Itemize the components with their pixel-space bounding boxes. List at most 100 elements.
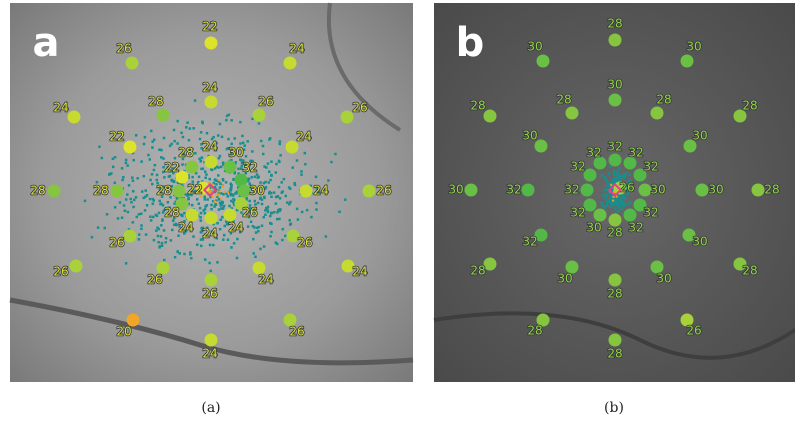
- fixation-point: [208, 189, 211, 192]
- fixation-point: [251, 224, 255, 228]
- fixation-point: [255, 226, 259, 230]
- fixation-point: [172, 171, 175, 175]
- stimulus-dot: [608, 273, 622, 287]
- fixation-point: [98, 145, 101, 149]
- fixation-point: [206, 226, 209, 229]
- vessel: [326, 2, 402, 132]
- fixation-point: [136, 177, 139, 180]
- fixation-point: [622, 176, 626, 179]
- fixation-point: [209, 269, 213, 273]
- fixation-point: [190, 193, 193, 197]
- fixation-point: [304, 162, 307, 166]
- fixation-point: [142, 196, 146, 200]
- fixation-point: [156, 181, 159, 185]
- fixation-point: [218, 154, 222, 158]
- fixation-point: [605, 193, 609, 197]
- sensitivity-label: 24: [202, 140, 217, 154]
- fixation-point: [256, 201, 260, 205]
- fixation-point: [162, 209, 166, 212]
- fixation-point: [182, 152, 186, 156]
- fixation-point: [233, 137, 236, 140]
- fixation-point: [140, 160, 143, 163]
- fixation-point: [614, 197, 617, 200]
- stimulus-dot: [341, 259, 355, 273]
- fixation-point: [208, 261, 211, 265]
- fixation-point: [612, 191, 615, 194]
- fixation-point: [180, 131, 183, 135]
- fixation-point: [216, 134, 220, 137]
- stimulus-dot: [185, 208, 199, 222]
- sensitivity-label: 26: [147, 273, 162, 287]
- fixation-point: [228, 204, 231, 208]
- fixation-point: [618, 204, 622, 208]
- fixation-point: [229, 154, 232, 158]
- fixation-point: [158, 245, 162, 248]
- fixation-point: [178, 252, 181, 255]
- fixation-point: [177, 234, 180, 237]
- fixation-point: [314, 175, 318, 179]
- fixation-point: [266, 205, 270, 209]
- sensitivity-label: 28: [470, 99, 485, 113]
- fixation-point: [270, 195, 273, 199]
- fixation-point: [605, 203, 609, 207]
- fixation-point: [113, 181, 117, 185]
- fixation-point: [248, 199, 251, 203]
- fixation-point: [610, 197, 613, 200]
- fixation-point: [315, 201, 318, 205]
- stimulus-dot: [340, 110, 354, 124]
- sensitivity-label: 28: [742, 264, 757, 278]
- fixation-point: [148, 197, 152, 201]
- fixation-target: [202, 182, 218, 198]
- sensitivity-label: 30: [448, 183, 463, 197]
- fixation-point: [180, 221, 184, 224]
- fixation-point: [151, 182, 154, 186]
- fixation-point: [249, 159, 252, 163]
- vessel: [9, 297, 414, 366]
- fixation-point: [184, 230, 188, 233]
- fixation-point: [170, 179, 174, 182]
- fixation-point: [120, 167, 124, 170]
- fixation-point: [214, 148, 218, 152]
- fixation-point: [170, 184, 174, 188]
- fixation-point: [617, 179, 621, 183]
- fixation-point: [276, 211, 279, 214]
- fixation-point: [625, 184, 629, 188]
- fixation-point: [274, 241, 278, 244]
- fixation-point: [617, 205, 620, 209]
- fixation-point: [142, 142, 146, 146]
- sensitivity-label: 28: [742, 99, 757, 113]
- fixation-point: [199, 238, 203, 241]
- stimulus-dot: [593, 156, 607, 170]
- fixation-point: [261, 276, 264, 280]
- stimulus-dot: [234, 173, 248, 187]
- fixation-point: [604, 178, 608, 181]
- fixation-point: [140, 227, 143, 231]
- fixation-point: [230, 158, 233, 162]
- fixation-point: [616, 174, 620, 178]
- sensitivity-label: 24: [178, 221, 193, 235]
- stimulus-dot: [565, 106, 579, 120]
- fixation-point: [612, 169, 616, 172]
- fixation-point: [205, 131, 209, 135]
- sensitivity-label: 24: [202, 347, 217, 361]
- fixation-point: [120, 216, 124, 219]
- fixation-point: [212, 145, 215, 148]
- stimulus-dot: [536, 313, 550, 327]
- fixation-point: [254, 203, 257, 206]
- fixation-point: [214, 203, 217, 206]
- fixation-point: [620, 207, 624, 210]
- fixation-point: [270, 230, 273, 234]
- stimulus-dot: [608, 213, 622, 227]
- fixation-point: [173, 156, 177, 160]
- fixation-point: [240, 164, 244, 168]
- fixation-point: [261, 144, 265, 148]
- fixation-point: [164, 236, 168, 240]
- fixation-point: [607, 200, 611, 203]
- fixation-point: [124, 262, 128, 265]
- fixation-point: [222, 163, 225, 167]
- fixation-point: [310, 215, 313, 219]
- stimulus-dot: [565, 260, 579, 274]
- fixation-point: [609, 199, 613, 203]
- fixation-point: [129, 197, 132, 201]
- fixation-point: [615, 203, 619, 207]
